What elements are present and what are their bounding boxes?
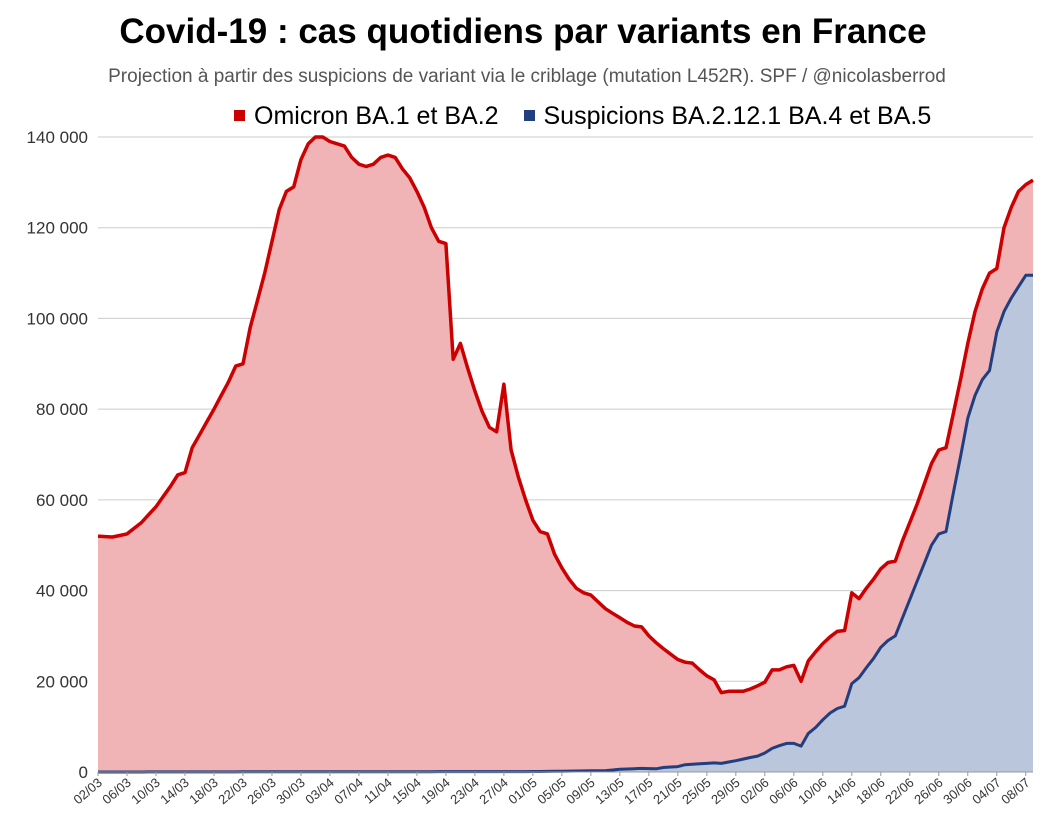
x-tick-label: 26/03 xyxy=(244,775,279,807)
y-tick-label: 60 000 xyxy=(36,491,88,510)
x-tick-label: 25/05 xyxy=(679,775,714,807)
x-tick-label: 10/03 xyxy=(128,775,163,807)
chart-title: Covid-19 : cas quotidiens par variants e… xyxy=(119,12,927,51)
legend: Omicron BA.1 et BA.2 Suspicions BA.2.12.… xyxy=(234,102,949,131)
y-tick-label: 20 000 xyxy=(36,672,88,691)
x-tick-label: 06/06 xyxy=(766,775,801,807)
y-axis-ticks: 0 20 000 40 000 60 000 80 000 100 000 120 000 1… xyxy=(27,128,88,782)
x-tick-label: 08/07 xyxy=(998,775,1033,807)
x-tick-label: 11/04 xyxy=(361,775,395,807)
x-tick-label: 19/04 xyxy=(418,775,453,807)
x-tick-label: 10/06 xyxy=(795,775,830,807)
x-tick-label: 06/03 xyxy=(99,775,134,807)
x-tick-label: 09/05 xyxy=(563,775,598,807)
x-tick-label: 03/04 xyxy=(302,775,337,807)
y-tick-label: 100 000 xyxy=(27,309,88,328)
x-tick-label: 04/07 xyxy=(969,775,1004,807)
y-tick-label: 40 000 xyxy=(36,582,88,601)
x-tick-label: 26/06 xyxy=(911,775,946,807)
x-tick-label: 22/03 xyxy=(215,775,250,807)
x-tick-label: 29/05 xyxy=(708,775,743,807)
x-tick-label: 07/04 xyxy=(331,775,366,807)
x-tick-label: 23/04 xyxy=(447,775,482,807)
y-tick-label: 120 000 xyxy=(27,219,88,238)
y-tick-label: 0 xyxy=(79,763,88,782)
x-tick-label: 13/05 xyxy=(592,775,627,807)
x-tick-label: 18/06 xyxy=(853,775,888,807)
y-tick-label: 80 000 xyxy=(36,400,88,419)
legend-item-ba5: Suspicions BA.2.12.1 BA.4 et BA.5 xyxy=(523,102,932,131)
x-axis-ticks: 02/0306/0310/0314/0318/0322/0326/0330/03… xyxy=(70,772,1033,807)
x-tick-label: 14/06 xyxy=(824,775,859,807)
x-tick-label: 02/06 xyxy=(737,775,772,807)
x-tick-label: 01/05 xyxy=(505,775,540,807)
legend-label-ba5: Suspicions BA.2.12.1 BA.4 et BA.5 xyxy=(543,102,932,130)
x-tick-label: 15/04 xyxy=(389,775,424,807)
x-tick-label: 14/03 xyxy=(157,775,192,807)
legend-label-omicron: Omicron BA.1 et BA.2 xyxy=(254,102,499,130)
x-tick-label: 05/05 xyxy=(534,775,569,807)
line-omicron xyxy=(97,135,1034,695)
x-tick-label: 22/06 xyxy=(882,775,917,807)
x-tick-label: 30/03 xyxy=(273,775,308,807)
legend-item-omicron: Omicron BA.1 et BA.2 xyxy=(234,102,499,131)
x-tick-label: 27/04 xyxy=(476,775,511,807)
series-areas xyxy=(98,137,1033,772)
x-tick-label: 30/06 xyxy=(940,775,975,807)
area-omicron xyxy=(98,137,1033,772)
legend-swatch-omicron xyxy=(234,110,245,121)
chart-subtitle: Projection à partir des suspicions de va… xyxy=(108,66,946,87)
x-tick-label: 18/03 xyxy=(186,775,221,807)
x-tick-label: 17/05 xyxy=(621,775,656,807)
area-ba5 xyxy=(98,275,1033,772)
y-tick-label: 140 000 xyxy=(27,128,88,147)
x-tick-label: 21/05 xyxy=(650,775,685,807)
legend-swatch-ba5 xyxy=(523,110,535,121)
